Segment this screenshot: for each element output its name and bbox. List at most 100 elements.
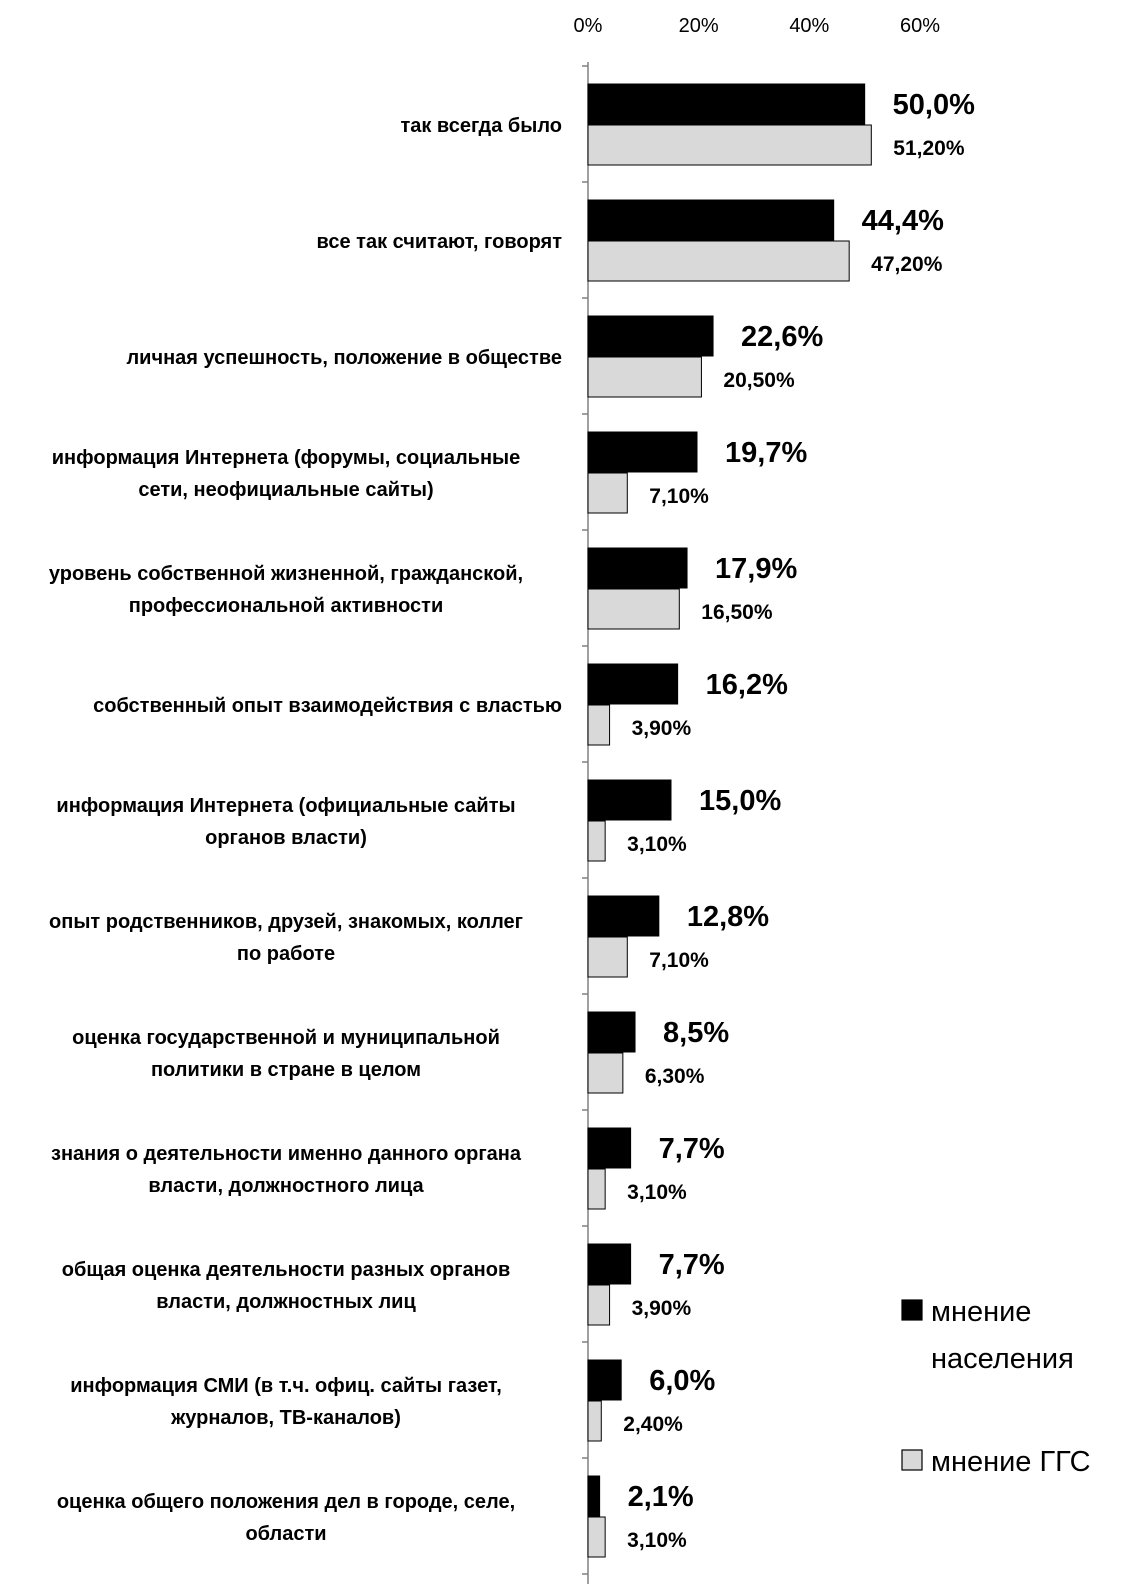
bar-series-1 (587, 315, 714, 357)
data-label-series-1: 22,6% (741, 321, 823, 353)
category-label: оценка общего положения дел в городе, се… (57, 1491, 515, 1545)
bar-series-1 (587, 1359, 622, 1401)
bar-series-1 (587, 1475, 601, 1517)
legend-item-population: мнение населения (901, 1296, 1074, 1375)
data-label-series-2: 3,10% (627, 1529, 687, 1552)
bar-series-2 (587, 356, 702, 398)
category-label-line: оценка общего положения дел в городе, се… (57, 1491, 515, 1513)
legend-label-line: мнение (931, 1296, 1031, 1328)
legend-swatch (901, 1449, 923, 1471)
category-label: информация СМИ (в т.ч. офиц. сайты газет… (70, 1375, 502, 1429)
data-label-series-1: 7,7% (659, 1249, 725, 1281)
category-label-line: собственный опыт взаимодействия с власть… (93, 695, 562, 717)
bar-series-2 (587, 240, 850, 282)
data-label-series-2: 47,20% (871, 253, 943, 276)
bar-series-1 (587, 199, 835, 241)
category-label-line: сети, неофициальные сайты) (138, 479, 433, 501)
bar-series-1 (587, 1011, 636, 1053)
bar-series-1 (587, 1243, 632, 1285)
bar-series-1 (587, 431, 698, 473)
category-label-line: уровень собственной жизненной, гражданск… (49, 563, 523, 585)
data-label-series-2: 51,20% (893, 137, 965, 160)
category-label: общая оценка деятельности разных органов… (62, 1259, 511, 1313)
bar-series-1 (587, 1127, 632, 1169)
labels-layer: так всегда было 50,0% 51,20% все так считаю… (49, 89, 975, 1552)
category-label-line: общая оценка деятельности разных органов (62, 1259, 511, 1281)
data-label-series-2: 7,10% (649, 949, 709, 972)
category-label: опыт родственников, друзей, знакомых, ко… (49, 911, 523, 965)
data-label-series-1: 17,9% (715, 553, 797, 585)
data-label-series-1: 7,7% (659, 1133, 725, 1165)
category-label-line: журналов, ТВ-каналов) (170, 1407, 401, 1429)
category-label-line: информация Интернета (форумы, социальные (52, 447, 521, 469)
category-label: собственный опыт взаимодействия с власть… (93, 695, 562, 717)
category-label-line: информация СМИ (в т.ч. офиц. сайты газет… (70, 1375, 502, 1397)
bar-series-2 (587, 472, 628, 514)
bar-series-1 (587, 83, 866, 125)
data-label-series-2: 3,10% (627, 833, 687, 856)
data-label-series-1: 2,1% (628, 1481, 694, 1513)
data-label-series-1: 8,5% (663, 1017, 729, 1049)
data-label-series-1: 44,4% (862, 205, 944, 237)
bar-series-2 (587, 1284, 611, 1326)
data-label-series-2: 7,10% (649, 485, 709, 508)
data-label-series-1: 50,0% (893, 89, 975, 121)
category-label: все так считают, говорят (317, 231, 563, 253)
bar-series-2 (587, 936, 628, 978)
bar-series-2 (587, 124, 872, 166)
bar-series-1 (587, 663, 679, 705)
category-label-line: оценка государственной и муниципальной (72, 1027, 500, 1049)
category-label-line: власти, должностных лиц (156, 1291, 416, 1313)
data-label-series-2: 2,40% (623, 1413, 683, 1436)
data-label-series-2: 3,90% (632, 717, 692, 740)
category-label: так всегда было (400, 115, 562, 137)
x-tick-label: 40% (789, 15, 829, 37)
bar-series-2 (587, 704, 611, 746)
data-label-series-2: 6,30% (645, 1065, 705, 1088)
data-label-series-1: 16,2% (706, 669, 788, 701)
category-label: информация Интернета (форумы, социальные… (52, 447, 521, 501)
data-label-series-1: 6,0% (649, 1365, 715, 1397)
data-label-series-1: 12,8% (687, 901, 769, 933)
legend-swatch (901, 1299, 923, 1321)
legend-label-line: мнение ГГС (931, 1446, 1091, 1478)
x-tick-label: 0% (574, 15, 603, 37)
x-tick-label: 20% (679, 15, 719, 37)
data-label-series-2: 16,50% (701, 601, 773, 624)
bar-series-2 (587, 1052, 624, 1094)
category-label: оценка государственной и муниципальной по… (72, 1027, 500, 1081)
bar-series-2 (587, 1400, 602, 1442)
category-label-line: органов власти) (205, 827, 367, 849)
data-label-series-1: 19,7% (725, 437, 807, 469)
data-label-series-2: 3,90% (632, 1297, 692, 1320)
category-label-line: политики в стране в целом (151, 1059, 421, 1081)
bar-series-1 (587, 779, 672, 821)
legend-label: мнение ГГС (931, 1446, 1091, 1478)
category-label: знания о деятельности именно данного орг… (51, 1143, 522, 1197)
data-label-series-1: 15,0% (699, 785, 781, 817)
category-label-line: так всегда было (400, 115, 562, 137)
legend-label-line: населения (931, 1343, 1074, 1375)
category-label-line: знания о деятельности именно данного орг… (51, 1143, 522, 1165)
x-tick-label: 60% (900, 15, 940, 37)
legend-item-ggs: мнение ГГС (901, 1446, 1091, 1478)
bar-series-2 (587, 588, 680, 630)
category-label-line: профессиональной активности (129, 595, 443, 617)
bar-series-1 (587, 547, 688, 589)
data-label-series-2: 20,50% (723, 369, 795, 392)
category-label-line: все так считают, говорят (317, 231, 563, 253)
bar-series-1 (587, 895, 660, 937)
category-label-line: информация Интернета (официальные сайты (56, 795, 515, 817)
bar-series-2 (587, 820, 606, 862)
legend: мнение населения мнение ГГС (901, 1296, 1091, 1478)
category-label: личная успешность, положение в обществе (126, 347, 562, 369)
legend-label: мнение населения (931, 1296, 1074, 1375)
category-label-line: области (245, 1523, 326, 1545)
category-label-line: по работе (237, 943, 335, 965)
bar-series-2 (587, 1516, 606, 1558)
bar-series-2 (587, 1168, 606, 1210)
category-label-line: власти, должностного лица (148, 1175, 424, 1197)
category-label: уровень собственной жизненной, гражданск… (49, 563, 523, 617)
category-label: информация Интернета (официальные сайты о… (56, 795, 515, 849)
